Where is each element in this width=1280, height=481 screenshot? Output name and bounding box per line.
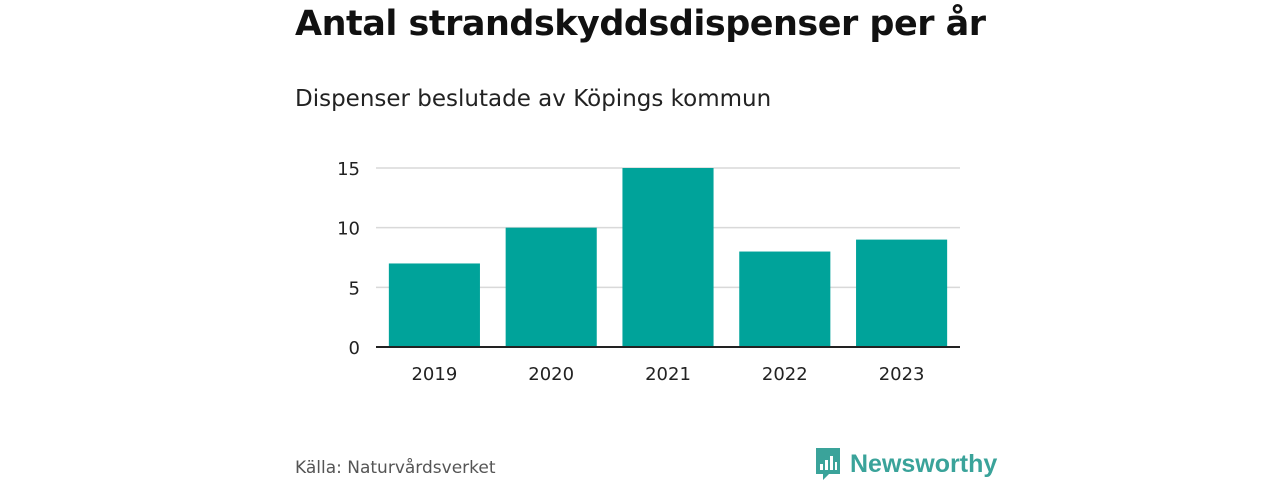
source-note: Källa: Naturvårdsverket [295,458,496,478]
x-tick-label: 2021 [645,364,691,385]
x-tick-label: 2020 [528,364,574,385]
bar-2021 [622,168,714,347]
y-tick-label: 0 [349,338,360,359]
bar-2023 [856,239,948,347]
chart-title: Antal strandskyddsdispenser per år [295,4,986,44]
y-tick-label: 5 [349,278,360,299]
x-tick-label: 2022 [762,364,808,385]
bar-2022 [739,251,831,347]
newsworthy-logo-icon [816,448,840,480]
x-tick-label: 2023 [879,364,925,385]
newsworthy-logo-text: Newsworthy [850,449,998,478]
chart-subtitle: Dispenser beslutade av Köpings kommun [295,86,772,112]
y-tick-label: 15 [337,159,360,180]
x-tick-label: 2019 [411,364,457,385]
bar-2020 [505,227,597,347]
bar-2019 [388,263,480,347]
newsworthy-logo: Newsworthy [814,447,997,481]
y-tick-label: 10 [337,219,360,240]
